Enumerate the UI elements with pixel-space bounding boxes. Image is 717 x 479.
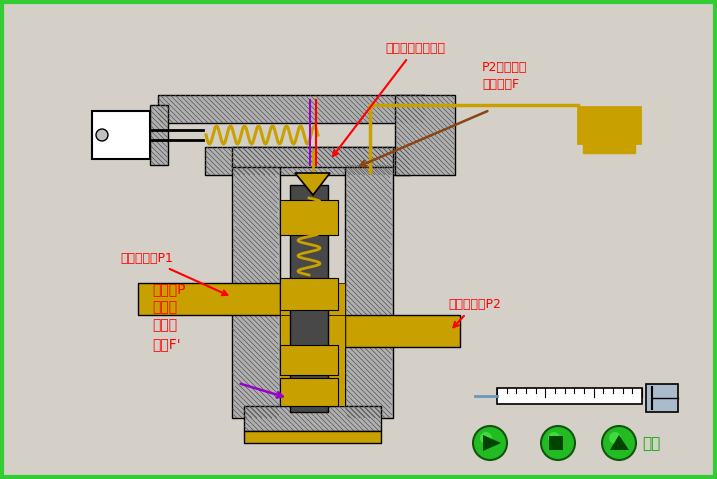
Bar [290, 185, 328, 412]
Bar [280, 283, 345, 315]
Circle shape [609, 432, 621, 444]
Text: 压力差P
等于或
大于弹
簧力F': 压力差P 等于或 大于弹 簧力F' [152, 282, 186, 351]
Bar [280, 278, 338, 310]
Bar [345, 315, 460, 347]
Bar [280, 315, 345, 347]
Circle shape [96, 129, 108, 141]
Text: P2等于或大
于弹簧力F: P2等于或大 于弹簧力F [482, 61, 528, 91]
Bar [244, 406, 381, 431]
Bar [150, 105, 168, 165]
Text: 返回: 返回 [642, 436, 660, 451]
Circle shape [473, 426, 507, 460]
Bar [280, 200, 338, 235]
Bar [205, 147, 410, 175]
Circle shape [480, 432, 492, 444]
Polygon shape [610, 435, 629, 450]
Circle shape [602, 426, 636, 460]
Polygon shape [295, 173, 330, 195]
Text: 二次压力油P2: 二次压力油P2 [448, 298, 501, 327]
Bar [578, 107, 640, 143]
Bar [138, 283, 280, 315]
Circle shape [548, 432, 560, 444]
Bar [244, 431, 381, 443]
Circle shape [541, 426, 575, 460]
Bar [92, 111, 150, 159]
Bar [158, 95, 425, 123]
Text: 一次压力油P1: 一次压力油P1 [120, 252, 227, 295]
Bar [345, 165, 393, 418]
Bar [395, 95, 455, 175]
Bar [232, 147, 393, 167]
Bar [583, 143, 635, 153]
Bar [497, 388, 642, 404]
Bar [549, 436, 563, 450]
Bar [280, 345, 338, 375]
Bar [280, 378, 338, 406]
Bar [232, 165, 280, 418]
Polygon shape [483, 435, 501, 451]
Text: 由小孔溢流回油箱: 由小孔溢流回油箱 [333, 42, 445, 156]
Bar [646, 384, 678, 412]
Bar [280, 347, 345, 406]
